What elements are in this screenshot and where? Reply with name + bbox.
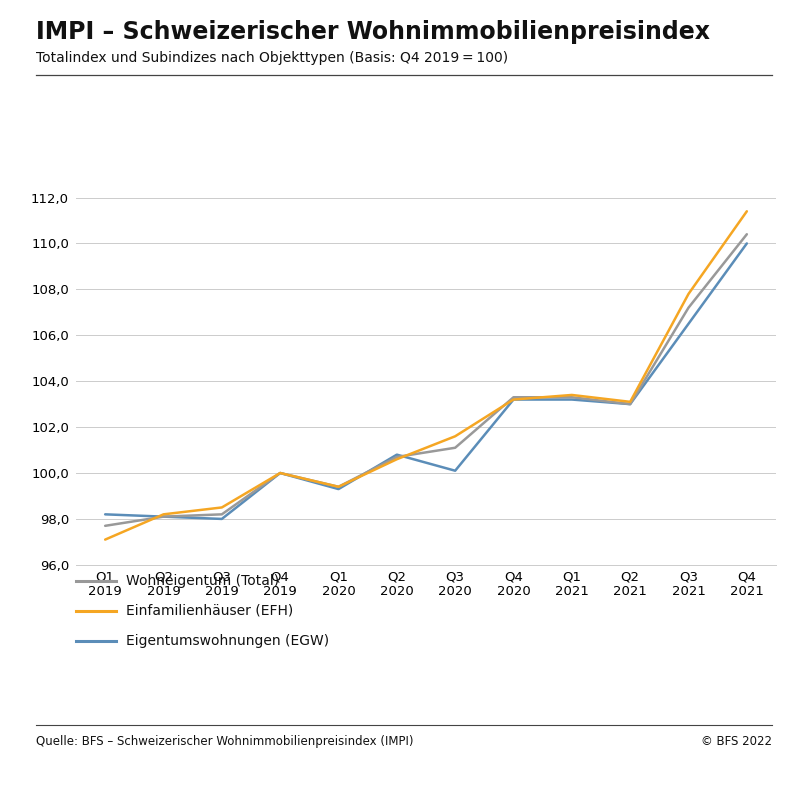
Text: Quelle: BFS – Schweizerischer Wohnimmobilienpreisindex (IMPI): Quelle: BFS – Schweizerischer Wohnimmobi… [36,735,414,747]
Text: Einfamilienhäuser (EFH): Einfamilienhäuser (EFH) [126,604,293,618]
Text: © BFS 2022: © BFS 2022 [701,735,772,747]
Text: Totalindex und Subindizes nach Objekttypen (Basis: Q4 2019 = 100): Totalindex und Subindizes nach Objekttyp… [36,51,508,66]
Text: IMPI – Schweizerischer Wohnimmobilienpreisindex: IMPI – Schweizerischer Wohnimmobilienpre… [36,20,710,43]
Text: Eigentumswohnungen (EGW): Eigentumswohnungen (EGW) [126,634,329,648]
Text: Wohneigentum (Total): Wohneigentum (Total) [126,574,278,588]
